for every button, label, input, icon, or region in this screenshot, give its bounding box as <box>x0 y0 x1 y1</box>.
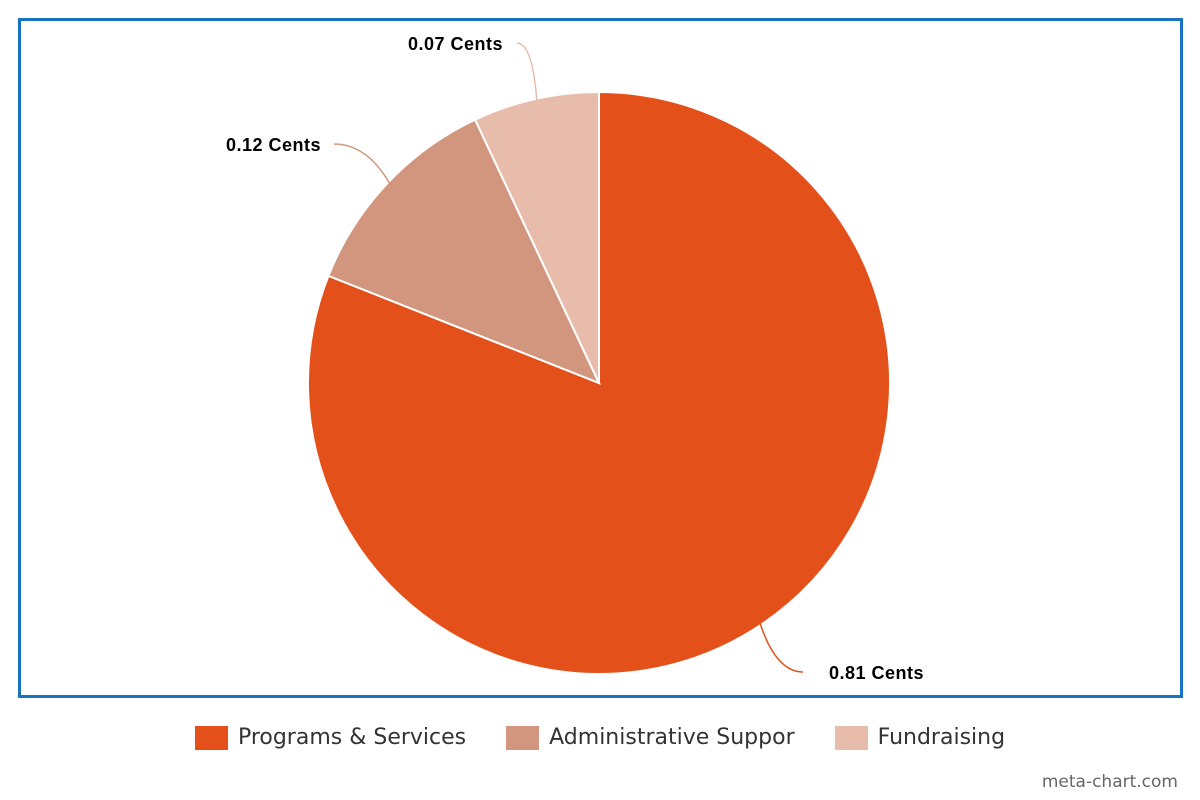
legend-label: Programs & Services <box>237 725 467 750</box>
legend: Programs & Services Administrative Suppor… <box>0 725 1200 750</box>
pie-slice-3[interactable] <box>473 90 600 384</box>
legend-item-3[interactable]: Fundraising <box>834 725 1006 750</box>
legend-swatch <box>834 725 868 750</box>
credit-text: meta-chart.com <box>1041 772 1178 792</box>
label-connector-1 <box>757 616 804 673</box>
pie-chart: 0.81 Cents 0.12 Cents 0.07 Cents <box>226 34 924 683</box>
legend-item-1[interactable]: Programs & Services <box>194 725 467 750</box>
legend-item-2[interactable]: Administrative Suppor <box>506 725 795 750</box>
legend-label: Fundraising <box>877 725 1006 750</box>
legend-swatch <box>194 725 228 750</box>
pie-slice-2[interactable] <box>327 118 601 385</box>
label-connector-3 <box>516 42 539 107</box>
data-label-1: 0.81 Cents <box>829 663 924 683</box>
data-label-2: 0.12 Cents <box>226 135 321 155</box>
legend-label: Administrative Suppor <box>549 725 795 750</box>
data-label-3: 0.07 Cents <box>408 34 503 54</box>
legend-swatch <box>506 725 540 750</box>
label-connector-2 <box>333 143 394 190</box>
chart-frame: 0.81 Cents 0.12 Cents 0.07 Cents <box>18 18 1183 698</box>
